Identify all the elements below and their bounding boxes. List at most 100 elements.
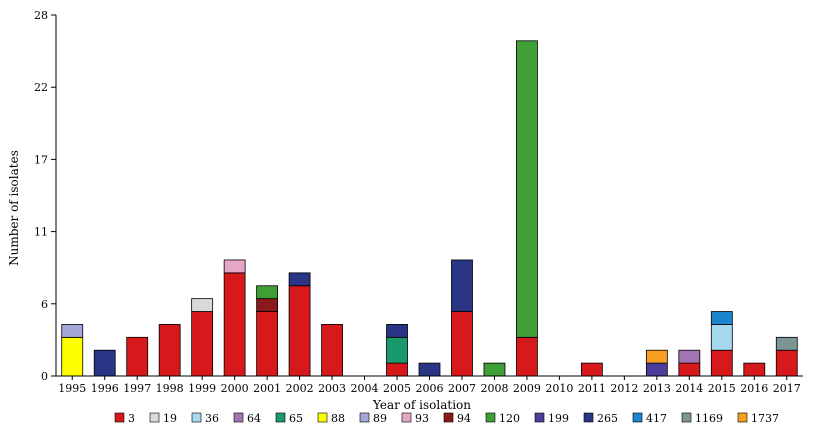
- bar-segment-2011-st3: [580, 362, 603, 377]
- legend-item-st417: 417: [632, 412, 667, 425]
- x-tick-label: 2003: [318, 382, 346, 395]
- legend-swatch: [275, 412, 286, 423]
- legend-label: 89: [373, 412, 387, 425]
- bar-segment-1999-st19: [191, 298, 214, 312]
- legend-swatch: [401, 412, 412, 423]
- x-tick-label: 2017: [773, 382, 801, 395]
- x-tick-label: 2002: [286, 382, 314, 395]
- bar-segment-1995-st88: [61, 336, 84, 377]
- x-tick-label: 2010: [545, 382, 573, 395]
- bar-segment-2014-st64: [678, 349, 701, 364]
- legend-label: 19: [163, 412, 177, 425]
- bar-segment-2016-st3: [743, 362, 766, 377]
- bar-segment-1999-st3: [191, 311, 214, 377]
- bar-segment-2013-st1737: [645, 349, 668, 364]
- legend-item-st1737: 1737: [737, 412, 779, 425]
- legend-swatch: [114, 412, 125, 423]
- legend-swatch: [191, 412, 202, 423]
- bar-segment-2005-st265: [386, 324, 408, 338]
- legend-item-st64: 64: [233, 412, 261, 425]
- x-tick-label: 1997: [123, 382, 151, 395]
- bar-segment-2013-st199: [645, 362, 668, 377]
- legend-swatch: [534, 412, 545, 423]
- legend-item-st3: 3: [114, 412, 135, 425]
- bar-segment-1997-st3: [126, 336, 149, 377]
- legend-item-st36: 36: [191, 412, 219, 425]
- x-tick-label: 1995: [58, 382, 86, 395]
- y-tick-label: 11: [34, 226, 48, 239]
- legend-item-st120: 120: [485, 412, 520, 425]
- x-tick-label: 2001: [253, 382, 281, 395]
- x-tick-label: 2013: [643, 382, 671, 395]
- x-tick-label: 1996: [91, 382, 119, 395]
- x-tick-label: 1998: [156, 382, 184, 395]
- legend-swatch: [583, 412, 594, 423]
- bar-segment-2009-st3: [516, 336, 538, 377]
- x-tick-label: 2011: [578, 382, 606, 395]
- legend-item-st93: 93: [401, 412, 429, 425]
- bar-segment-2006-st265: [418, 362, 441, 377]
- y-tick-label: 22: [34, 81, 48, 94]
- x-axis-title: Year of isolation: [372, 398, 471, 412]
- y-axis-title: Number of isolates: [7, 150, 21, 266]
- legend-swatch: [233, 412, 244, 423]
- legend-label: 94: [457, 412, 471, 425]
- legend-item-st94: 94: [443, 412, 471, 425]
- bar-segment-2015-st3: [710, 349, 733, 377]
- legend-label: 199: [548, 412, 569, 425]
- x-tick-label: 2007: [448, 382, 476, 395]
- legend-item-st1169: 1169: [681, 412, 723, 425]
- legend-item-st88: 88: [317, 412, 345, 425]
- x-tick-label: 2000: [221, 382, 249, 395]
- x-tick-label: 1999: [188, 382, 216, 395]
- y-tick-label: 28: [34, 9, 48, 22]
- x-tick-label: 2015: [708, 382, 736, 395]
- bar-segment-2001-st120: [256, 285, 279, 300]
- bar-segment-2014-st3: [678, 362, 701, 377]
- bar-segment-2005-st65: [386, 336, 408, 364]
- legend-swatch: [359, 412, 370, 423]
- bar-segment-2003-st3: [321, 324, 343, 377]
- x-tick-label: 2016: [740, 382, 768, 395]
- legend-label: 3: [128, 412, 135, 425]
- legend-swatch: [632, 412, 643, 423]
- bar-segment-2017-st3: [775, 349, 798, 377]
- legend-swatch: [443, 412, 454, 423]
- x-ticks-group: 1995 1996 1997 1998 1999 2000 2001 2002 2003 2004…: [58, 376, 801, 395]
- bar-segment-2015-st36: [710, 324, 733, 351]
- legend-swatch: [485, 412, 496, 423]
- bar-segment-2000-st3: [223, 272, 246, 377]
- bar-segment-2008-st120: [483, 362, 506, 377]
- x-tick-label: 2008: [480, 382, 508, 395]
- legend-label: 1737: [751, 412, 779, 425]
- bar-segment-2005-st3: [386, 362, 408, 377]
- legend: 3 19 36 64 65 88 89 93 94 120 199 265 417 1169 1737: [114, 412, 779, 425]
- bar-segment-2009-st120: [516, 40, 538, 338]
- bar-segment-2015-st417: [710, 311, 733, 325]
- legend-swatch: [317, 412, 328, 423]
- legend-label: 265: [597, 412, 618, 425]
- legend-label: 417: [646, 412, 667, 425]
- legend-label: 65: [289, 412, 303, 425]
- legend-label: 1169: [695, 412, 723, 425]
- legend-item-st89: 89: [359, 412, 387, 425]
- legend-item-st265: 265: [583, 412, 618, 425]
- legend-swatch: [737, 412, 748, 423]
- bar-segment-2002-st265: [288, 272, 311, 287]
- bar-segment-2007-st265: [451, 259, 473, 312]
- bar-segment-2001-st3: [256, 311, 279, 377]
- bar-segment-2017-st1169: [775, 336, 798, 351]
- y-tick-label: 6: [41, 298, 48, 311]
- x-tick-label: 2004: [351, 382, 379, 395]
- legend-label: 93: [415, 412, 429, 425]
- x-tick-label: 2005: [383, 382, 411, 395]
- x-tick-label: 2006: [416, 382, 444, 395]
- y-tick-label: 0: [41, 370, 48, 383]
- x-tick-label: 2014: [675, 382, 703, 395]
- y-tick-label: 17: [34, 153, 48, 166]
- bar-segment-2000-st93: [223, 259, 246, 274]
- y-ticks-group: 0 6 11 17 22 28: [34, 9, 56, 383]
- axes-group: [55, 15, 803, 377]
- legend-item-st199: 199: [534, 412, 569, 425]
